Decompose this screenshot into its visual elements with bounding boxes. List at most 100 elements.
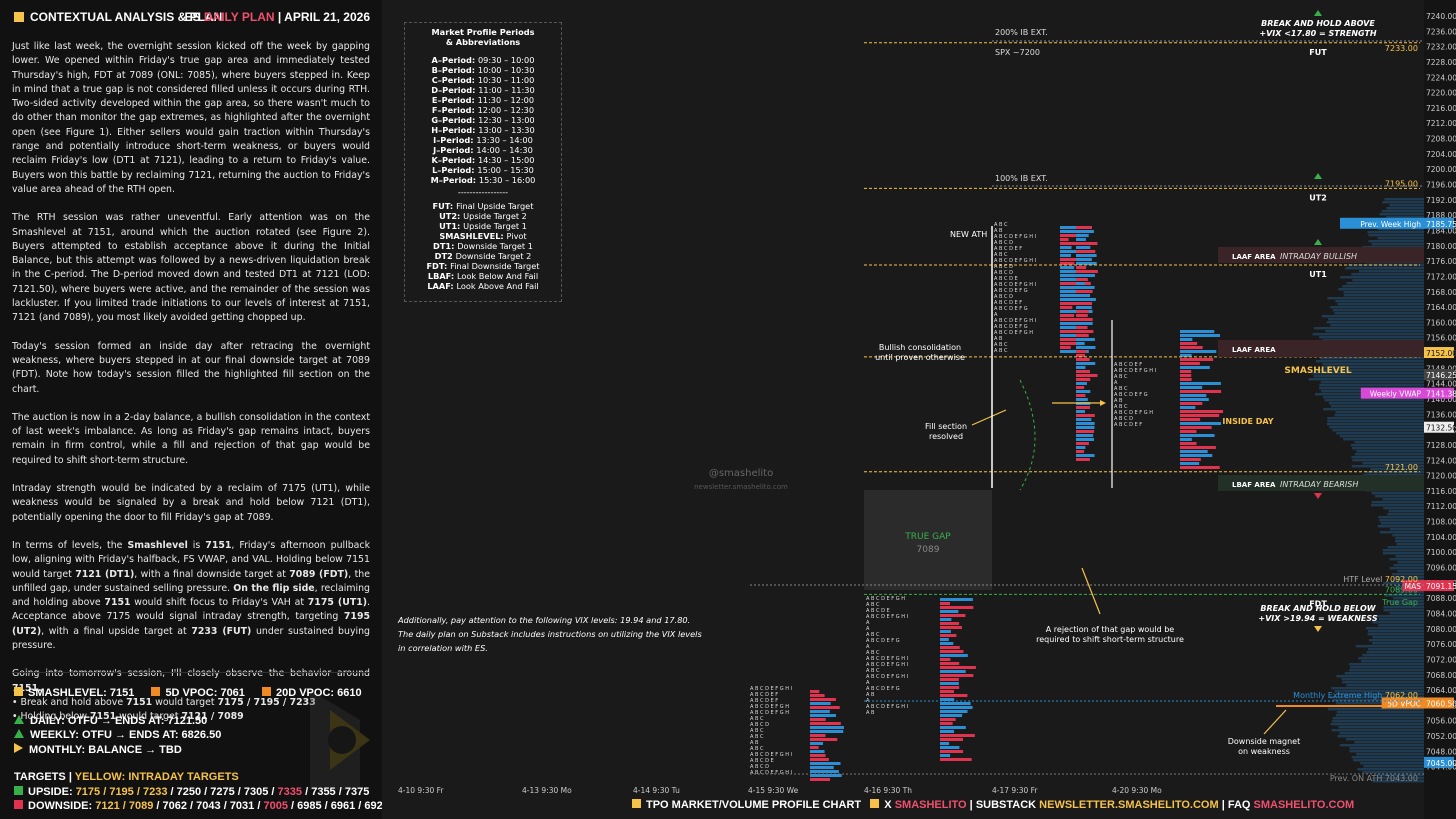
tpo-letters: A B C D E F G H I bbox=[994, 258, 1036, 264]
volume-bar bbox=[1368, 234, 1424, 237]
profile-bar bbox=[1060, 254, 1071, 257]
volume-bar bbox=[1332, 699, 1424, 702]
htf-text: HTF Level bbox=[1343, 575, 1382, 584]
tpo-letters: A bbox=[1114, 380, 1118, 386]
footer-faq-link[interactable]: SMASHELITO.COM bbox=[1253, 799, 1355, 811]
volume-bar bbox=[1323, 408, 1424, 411]
legend-value: 09:30 – 10:00 bbox=[477, 55, 535, 65]
volume-bar bbox=[1371, 492, 1424, 495]
upside-white: 7250 / 7275 / 7305 / bbox=[176, 786, 275, 798]
legend-value: Final Downside Target bbox=[450, 261, 540, 271]
profile-bar bbox=[1076, 334, 1089, 337]
footer-substack-link[interactable]: NEWSLETTER.SMASHELITO.COM bbox=[1039, 799, 1219, 811]
tpo-letters: A bbox=[866, 680, 870, 686]
y-tick-label: 7224.00 bbox=[1426, 73, 1456, 82]
profile-bar bbox=[1060, 294, 1091, 297]
legend-value: 13:30 – 14:00 bbox=[476, 135, 533, 145]
profile-bar bbox=[1180, 422, 1222, 425]
volume-bar bbox=[1393, 564, 1424, 567]
profile-bar bbox=[1076, 270, 1098, 273]
profile-bar bbox=[810, 754, 826, 757]
volume-bar bbox=[1383, 609, 1424, 612]
volume-bar bbox=[1343, 294, 1424, 297]
legend-key: J–Period: bbox=[433, 145, 477, 155]
volume-bar bbox=[1336, 711, 1424, 714]
profile-bar bbox=[810, 778, 831, 781]
legend-key: LBAF: bbox=[427, 271, 457, 281]
legend-entry: F–Period: 12:00 – 12:30 bbox=[405, 105, 561, 115]
volume-bar bbox=[1320, 381, 1424, 384]
volume-bar bbox=[1342, 285, 1424, 288]
profile-bar bbox=[940, 710, 968, 713]
volume-bar bbox=[1360, 762, 1424, 765]
price-tag-bg bbox=[1424, 369, 1454, 381]
volume-bar bbox=[1330, 324, 1424, 327]
legend-value: Upside Target 2 bbox=[463, 211, 527, 221]
volume-bar bbox=[1352, 279, 1424, 282]
tpo-letters: A B C bbox=[750, 716, 764, 722]
magnet-arrow bbox=[1263, 709, 1287, 735]
p6-text: , Friday's afternoon pullback low, align… bbox=[12, 539, 370, 580]
volume-bar bbox=[1335, 714, 1424, 717]
footer-x: X bbox=[884, 799, 892, 811]
volume-bar bbox=[1330, 306, 1424, 309]
prev-on-ath-label: Prev. ON ATH 7043.00 bbox=[1330, 774, 1418, 783]
profile-bar bbox=[940, 662, 960, 665]
profile-bar bbox=[1180, 410, 1224, 413]
smashlevel-swatch bbox=[14, 687, 23, 696]
profile-bar bbox=[1180, 418, 1201, 421]
volume-bar bbox=[1328, 708, 1424, 711]
targets-row: TARGETS | YELLOW: INTRADAY TARGETS bbox=[14, 771, 239, 783]
price-tag-label: 5D VPOC bbox=[1387, 699, 1421, 708]
tpo-letters: A B C D E bbox=[866, 608, 890, 614]
profile-bar bbox=[940, 690, 954, 693]
profile-bar bbox=[1076, 438, 1094, 441]
volume-bar bbox=[1326, 423, 1424, 426]
legend-title-2: & Abbreviations bbox=[445, 37, 521, 47]
x-tick-label: 4-17 9:30 Fr bbox=[992, 786, 1038, 795]
lbaf-label: LBAF AREA bbox=[1232, 481, 1276, 489]
p6-text: In terms of levels, the bbox=[12, 539, 128, 551]
volume-bar bbox=[1372, 621, 1424, 624]
legend-value: 14:30 – 15:00 bbox=[477, 155, 535, 165]
y-tick-label: 7108.00 bbox=[1426, 518, 1456, 527]
legend-key: H–Period: bbox=[431, 125, 479, 135]
price-tag-value: 7152.00 bbox=[1426, 349, 1456, 358]
profile-bar bbox=[1076, 330, 1094, 333]
daily-stat: DAILY: OTFU → ENDS AT: 7121.50 bbox=[30, 715, 208, 727]
profile-bar bbox=[940, 650, 964, 653]
profile-bar bbox=[1060, 234, 1085, 237]
profile-bar bbox=[1076, 338, 1095, 341]
paragraph-7: Going into tomorrow's session, I'll clos… bbox=[12, 667, 370, 696]
profile-bar bbox=[810, 722, 841, 725]
profile-bar bbox=[940, 682, 959, 685]
volume-bar bbox=[1397, 561, 1424, 564]
price-tag-label: Weekly VWAP bbox=[1370, 390, 1422, 399]
volume-bar bbox=[1338, 726, 1424, 729]
legend-key: LAAF: bbox=[427, 281, 457, 291]
tpo-letters: A B C D E F G bbox=[1114, 392, 1148, 398]
footer-x-link[interactable]: SMASHELITO bbox=[894, 799, 967, 811]
price-tag-value: 7185.75 bbox=[1426, 220, 1456, 229]
p6-text: , reclaiming and holding above bbox=[12, 582, 370, 609]
legend-key: FUT: bbox=[432, 201, 457, 211]
profile-bar bbox=[940, 626, 962, 629]
y-tick-label: 7172.00 bbox=[1426, 272, 1456, 281]
legend-value: 12:30 – 13:00 bbox=[478, 115, 535, 125]
p6-bold: 7195 (UT2) bbox=[12, 611, 370, 637]
volume-bar bbox=[1349, 750, 1424, 753]
vix-note-1: Additionally, pay attention to the follo… bbox=[397, 615, 690, 625]
profile-bar bbox=[940, 670, 966, 673]
profile-bar bbox=[810, 730, 844, 733]
new-ath-label: NEW ATH bbox=[950, 230, 987, 239]
tpo-letters: A B C D E F G bbox=[866, 638, 900, 644]
footer-faq: FAQ bbox=[1227, 799, 1251, 811]
legend-entry: D–Period: 11:00 – 11:30 bbox=[405, 85, 561, 95]
profile-bar bbox=[1060, 338, 1078, 341]
volume-bar bbox=[1319, 336, 1424, 339]
volume-bar bbox=[1319, 384, 1424, 387]
weekly-stat: WEEKLY: OTFU → ENDS AT: 6826.50 bbox=[30, 729, 222, 741]
profile-bar bbox=[1060, 342, 1078, 345]
volume-bar bbox=[1339, 435, 1424, 438]
profile-bar bbox=[1060, 278, 1088, 281]
